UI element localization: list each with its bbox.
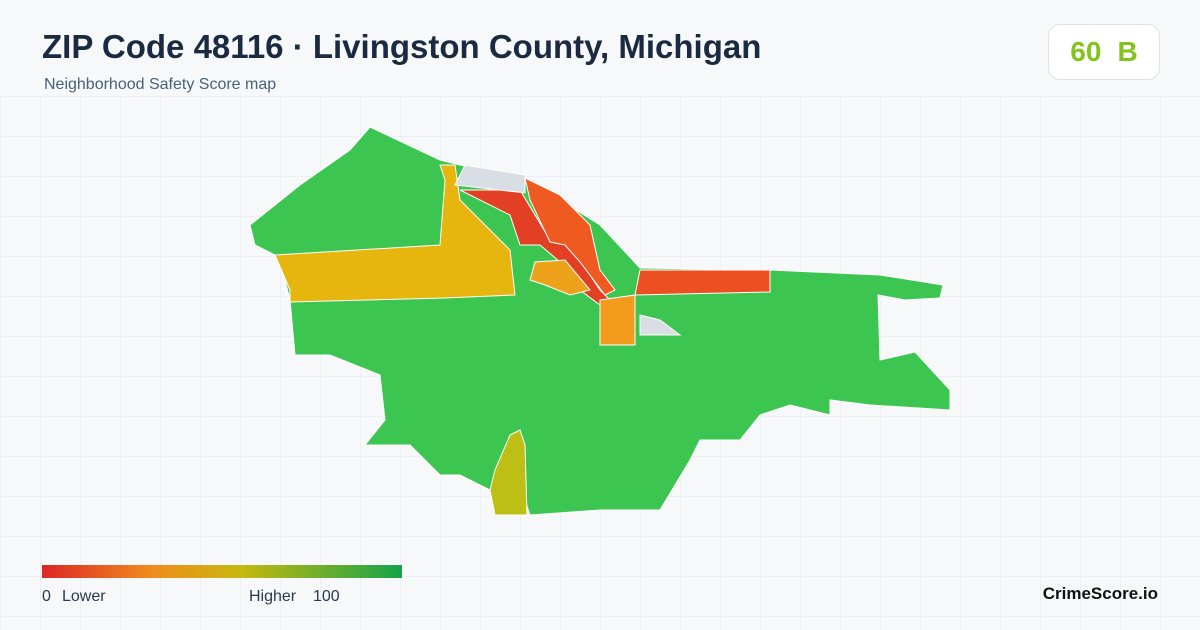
legend-max: 100	[313, 588, 340, 605]
legend-gradient	[42, 565, 402, 578]
subtitle: Neighborhood Safety Score map	[44, 76, 277, 93]
legend-min: 0	[42, 588, 51, 605]
score-badge: 60 B	[1048, 24, 1160, 80]
area	[529, 259, 591, 296]
area-no-data	[454, 164, 526, 194]
grade: B	[1117, 36, 1138, 67]
area	[524, 177, 616, 296]
score: 60	[1070, 36, 1102, 67]
area	[634, 269, 771, 296]
title: ZIP Code 48116 · Livingston County, Mich…	[42, 28, 762, 65]
brand: CrimeScore.io	[1042, 584, 1158, 603]
legend-min-label: Lower	[62, 588, 106, 605]
area	[599, 294, 636, 346]
area-no-data	[639, 314, 682, 336]
zip-areas	[249, 126, 951, 516]
legend-max-label: Higher	[249, 588, 297, 605]
area	[489, 429, 528, 516]
area	[274, 164, 516, 303]
